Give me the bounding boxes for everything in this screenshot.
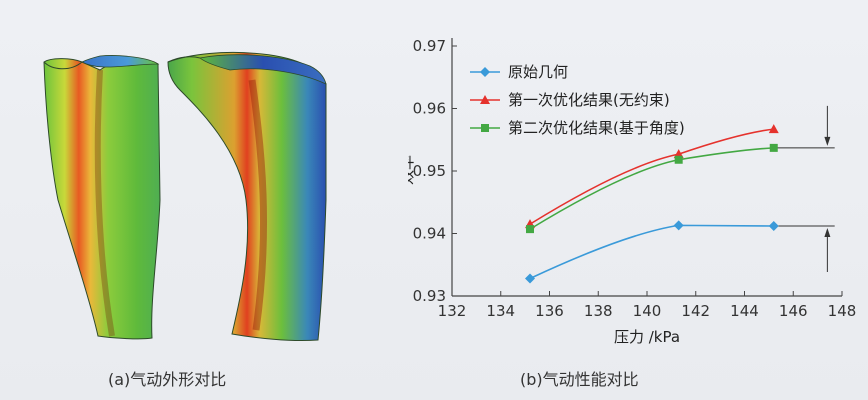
y-tick-label: 0.95 (413, 162, 446, 180)
data-point-series-3 (674, 155, 683, 164)
series-markers (525, 124, 779, 284)
x-tick-label: 138 (584, 302, 613, 320)
x-tick-label: 134 (486, 302, 515, 320)
x-tick-label: 146 (779, 302, 808, 320)
legend-entry: 原始几何 (508, 63, 568, 81)
data-point-series-1 (768, 221, 779, 231)
y-tick-label: 0.97 (413, 37, 446, 55)
x-axis-title: 压力 /kPa (614, 328, 680, 346)
data-point-series-1 (673, 220, 684, 231)
legend-entry: 第二次优化结果(基于角度) (508, 119, 685, 137)
legend-marker (480, 67, 490, 77)
data-point-series-2 (768, 124, 779, 134)
efficiency-pressure-chart: 0.93 0.94 0.95 0.96 0.97 132 134 136 138 140 142 14… (408, 37, 857, 346)
series-line-3 (529, 147, 774, 230)
x-tick-label: 132 (438, 302, 467, 320)
series-line-1 (529, 224, 774, 280)
original-blade (43, 55, 161, 340)
reference-arrows (773, 105, 835, 272)
x-tick-label: 140 (633, 302, 662, 320)
data-point-series-3 (526, 225, 534, 234)
y-tick-label: 0.93 (413, 287, 446, 305)
chart-axes: 0.93 0.94 0.95 0.96 0.97 132 134 136 138 140 142 14… (413, 37, 857, 320)
legend-marker (481, 124, 489, 132)
arrow-head (824, 228, 831, 237)
series-line-2 (529, 128, 774, 225)
caption-performance-comparison: (b)气动性能对比 (520, 370, 639, 389)
caption-shape-comparison: (a)气动外形对比 (108, 370, 227, 389)
x-tick-label: 144 (730, 302, 759, 320)
x-tick-label: 148 (828, 302, 857, 320)
arrow-head (824, 136, 831, 146)
legend-entry: 第一次优化结果(无约束) (508, 91, 670, 109)
y-tick-label: 0.96 (413, 100, 446, 118)
x-tick-label: 142 (681, 302, 710, 320)
blade-shape-comparison-image (43, 51, 327, 342)
series-lines (529, 128, 774, 280)
y-axis-title: 效率 (408, 155, 416, 185)
y-tick-label: 0.94 (413, 225, 446, 243)
optimized-blade (167, 51, 327, 342)
data-point-series-3 (769, 143, 778, 152)
x-tick-label: 136 (535, 302, 564, 320)
data-point-series-1 (525, 273, 535, 284)
legend-marker (480, 95, 490, 104)
